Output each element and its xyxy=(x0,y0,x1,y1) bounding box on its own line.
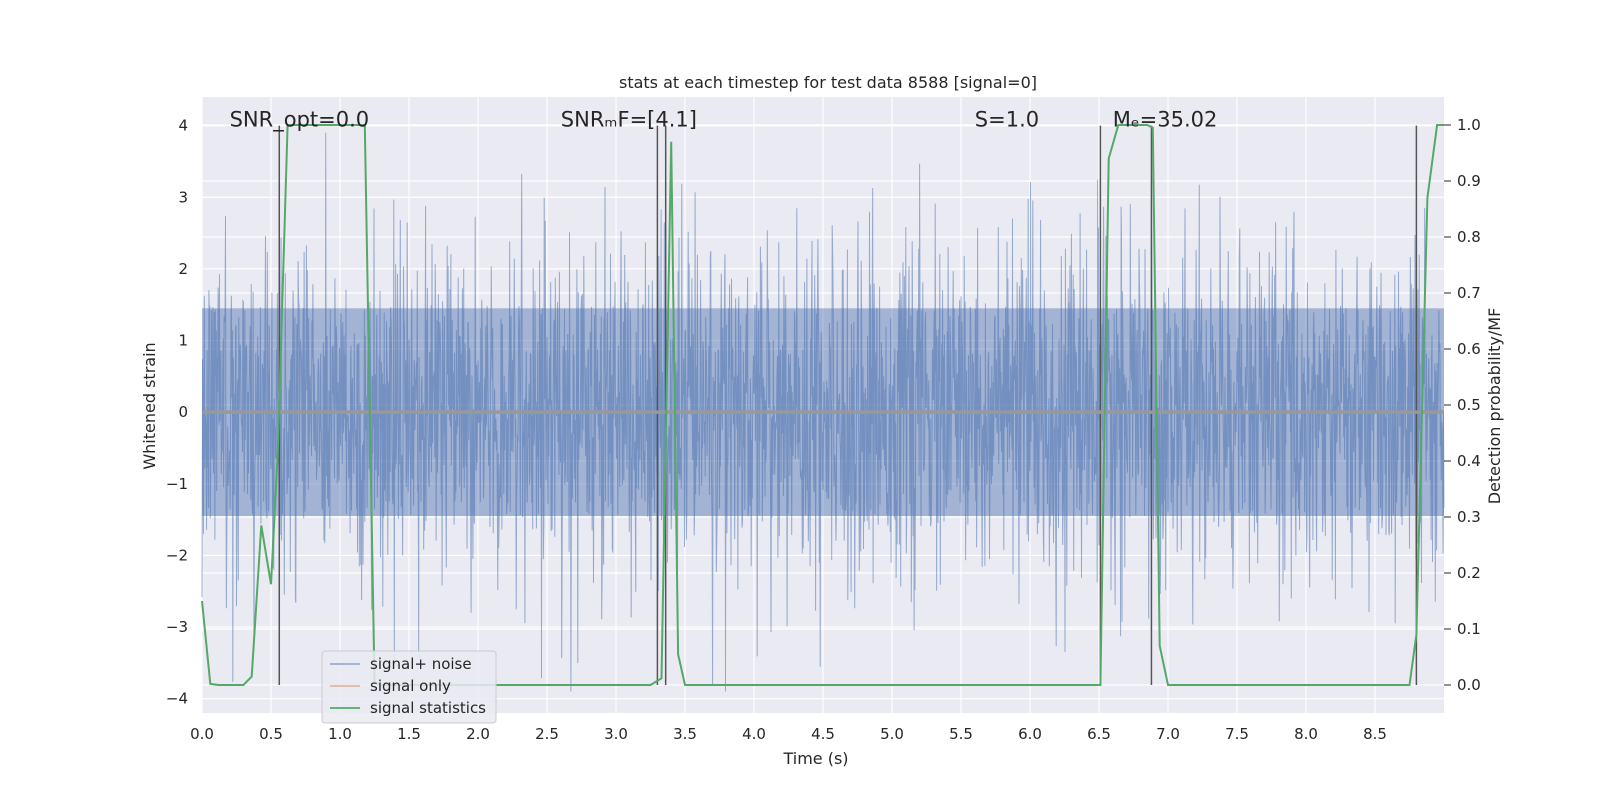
y-left-axis-label: Whitened strain xyxy=(140,342,159,469)
y-right-tick-label-2: 0.8 xyxy=(1457,228,1481,246)
annotation-3: Mₑ=35.02 xyxy=(1113,108,1218,132)
annotation-2: S=1.0 xyxy=(975,108,1039,132)
x-tick-label-15: 7.5 xyxy=(1225,725,1249,743)
y-right-tick-label-8: 0.2 xyxy=(1457,564,1481,582)
x-tick-label-17: 8.5 xyxy=(1363,725,1387,743)
y-right-tick-label-1: 0.9 xyxy=(1457,172,1481,190)
y-right-tick-label-5: 0.5 xyxy=(1457,396,1481,414)
x-tick-label-4: 2.0 xyxy=(466,725,490,743)
y-left-tick-label-6: −2 xyxy=(166,546,188,564)
legend-box xyxy=(321,650,497,724)
x-tick-label-8: 4.0 xyxy=(742,725,766,743)
chart-title: stats at each timestep for test data 858… xyxy=(619,73,1037,92)
x-tick-label-12: 6.0 xyxy=(1018,725,1042,743)
x-tick-label-2: 1.0 xyxy=(328,725,352,743)
x-axis-ticks: 0.0 0.5 1.0 1.5 2.0 2.5 3.0 3.5 4.0 4.5 5.0 5.5 6.0 6… xyxy=(190,725,1387,743)
legend-label-signal-only: signal only xyxy=(370,677,451,695)
y-left-tick-label-2: 2 xyxy=(178,260,188,278)
x-tick-label-10: 5.0 xyxy=(880,725,904,743)
x-tick-label-9: 4.5 xyxy=(811,725,835,743)
x-tick-label-5: 2.5 xyxy=(535,725,559,743)
noise-trace xyxy=(201,132,1445,692)
x-tick-label-11: 5.5 xyxy=(949,725,973,743)
legend-label-signal-plus-noise: signal+ noise xyxy=(370,655,472,673)
y-right-tick-label-4: 0.6 xyxy=(1457,340,1481,358)
y-right-axis-ticks: 1.0 0.9 0.8 0.7 0.6 0.5 0.4 0.3 0.2 0.1 0.0 xyxy=(1444,116,1481,694)
signal-statistics-line xyxy=(201,124,1444,686)
x-tick-label-3: 1.5 xyxy=(397,725,421,743)
legend-label-signal-statistics: signal statistics xyxy=(370,699,486,717)
series-signal-statistics xyxy=(201,124,1444,686)
x-axis-label: Time (s) xyxy=(782,749,848,768)
y-right-tick-label-0: 1.0 xyxy=(1457,116,1481,134)
y-left-axis-ticks: 4 3 2 1 0 −1 −2 −3 −4 xyxy=(166,117,188,708)
y-right-tick-label-9: 0.1 xyxy=(1457,620,1481,638)
x-tick-label-13: 6.5 xyxy=(1087,725,1111,743)
annotation-0: SNR_opt=0.0 xyxy=(230,108,370,133)
x-tick-label-6: 3.0 xyxy=(604,725,628,743)
x-tick-label-7: 3.5 xyxy=(673,725,697,743)
y-left-tick-label-0: 4 xyxy=(178,117,188,135)
y-right-tick-label-3: 0.7 xyxy=(1457,284,1481,302)
y-left-tick-label-1: 3 xyxy=(178,188,188,206)
annotation-1: SNRₘF=[4.1] xyxy=(561,108,697,132)
x-tick-label-16: 8.0 xyxy=(1294,725,1318,743)
y-right-tick-label-10: 0.0 xyxy=(1457,676,1481,694)
y-left-tick-label-7: −3 xyxy=(166,618,188,636)
y-left-tick-label-8: −4 xyxy=(166,690,188,708)
x-tick-label-1: 0.5 xyxy=(259,725,283,743)
y-right-tick-label-7: 0.3 xyxy=(1457,508,1481,526)
y-right-axis-label: Detection probability/MF xyxy=(1485,308,1504,505)
x-tick-label-14: 7.0 xyxy=(1156,725,1180,743)
y-right-tick-label-6: 0.4 xyxy=(1457,452,1481,470)
legend: signal+ noise signal only signal statist… xyxy=(321,650,497,724)
y-left-tick-label-3: 1 xyxy=(178,332,188,350)
y-left-tick-label-4: 0 xyxy=(178,403,188,421)
y-left-tick-label-5: −1 xyxy=(166,475,188,493)
x-tick-label-0: 0.0 xyxy=(190,725,214,743)
annotations: SNR_opt=0.0 SNRₘF=[4.1] S=1.0 Mₑ=35.02 xyxy=(230,108,1218,133)
